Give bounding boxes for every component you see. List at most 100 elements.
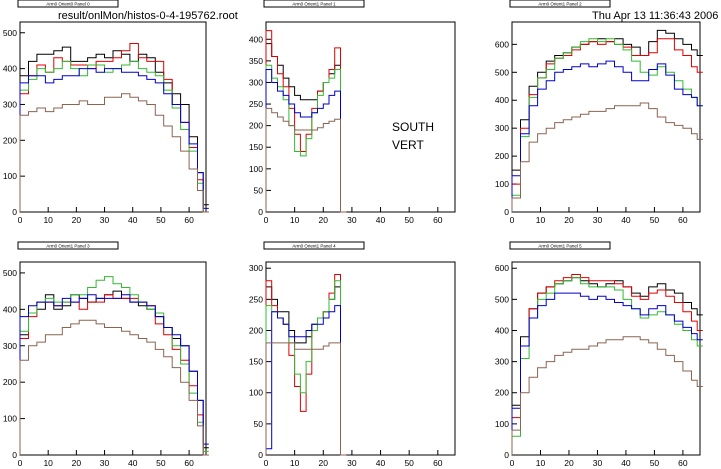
histogram-series-blue bbox=[265, 305, 347, 456]
histogram-series-brown bbox=[265, 342, 347, 456]
panel-title: Arm0 Orient0 Panel 0 bbox=[46, 2, 90, 7]
panel-title-box bbox=[509, 241, 611, 250]
x-tick-label: 20 bbox=[319, 458, 329, 468]
y-tick-label: 500 bbox=[495, 294, 509, 304]
y-tick-label: 0 bbox=[258, 450, 263, 460]
histogram-series-blue bbox=[19, 294, 209, 455]
panel-title-box bbox=[263, 0, 365, 8]
y-tick-label: 0 bbox=[12, 207, 17, 217]
x-tick-label: 40 bbox=[376, 458, 386, 468]
x-tick-label: 10 bbox=[536, 458, 546, 468]
panel-title: Arm0 Orient1 Panel 3 bbox=[46, 244, 90, 249]
histogram-series-red bbox=[511, 274, 703, 455]
y-tick-label: 100 bbox=[249, 164, 263, 174]
x-tick-label: 0 bbox=[264, 458, 269, 468]
histogram-series-blue bbox=[265, 69, 347, 213]
y-tick-label: 250 bbox=[249, 99, 263, 109]
y-tick-label: 200 bbox=[495, 388, 509, 398]
x-tick-label: 0 bbox=[264, 215, 269, 225]
y-tick-label: 500 bbox=[3, 28, 17, 38]
y-tick-label: 100 bbox=[249, 388, 263, 398]
histogram-series-green bbox=[511, 277, 703, 455]
y-tick-label: 400 bbox=[3, 64, 17, 74]
histogram-series-green bbox=[265, 280, 347, 456]
histogram-series-black bbox=[511, 29, 703, 212]
x-tick-label: 30 bbox=[593, 458, 603, 468]
x-tick-label: 60 bbox=[433, 215, 443, 225]
x-tick-label: 20 bbox=[319, 215, 329, 225]
x-tick-label: 50 bbox=[156, 458, 166, 468]
x-tick-label: 30 bbox=[100, 458, 110, 468]
y-tick-label: 600 bbox=[495, 39, 509, 49]
x-tick-label: 20 bbox=[564, 215, 574, 225]
y-tick-label: 0 bbox=[504, 450, 509, 460]
y-tick-label: 150 bbox=[249, 142, 263, 152]
x-tick-label: 10 bbox=[536, 215, 546, 225]
panel-title: Arm0 Orient1 Panel 2 bbox=[538, 2, 582, 7]
y-tick-label: 500 bbox=[3, 268, 17, 278]
x-tick-label: 0 bbox=[18, 458, 23, 468]
y-tick-label: 300 bbox=[495, 357, 509, 367]
y-tick-label: 50 bbox=[254, 185, 264, 195]
y-tick-label: 500 bbox=[495, 67, 509, 77]
x-tick-label: 30 bbox=[347, 458, 357, 468]
y-tick-label: 100 bbox=[3, 171, 17, 181]
x-tick-label: 10 bbox=[43, 215, 53, 225]
x-tick-label: 60 bbox=[184, 215, 194, 225]
histogram-panel-1: Arm0 Orient0 Panel 0 0 100 200 300 400 500 0 10 2… bbox=[3, 0, 209, 225]
x-tick-label: 40 bbox=[128, 458, 138, 468]
histogram-series-blue bbox=[511, 292, 703, 455]
y-tick-label: 200 bbox=[249, 121, 263, 131]
y-tick-label: 400 bbox=[495, 95, 509, 105]
histogram-panel-3: Arm0 Orient1 Panel 2 0 100 200 300 400 500 600 0… bbox=[495, 0, 703, 225]
y-tick-label: 400 bbox=[249, 34, 263, 44]
y-tick-label: 350 bbox=[249, 56, 263, 66]
y-tick-label: 250 bbox=[249, 294, 263, 304]
histogram-series-green bbox=[19, 276, 209, 455]
file-path-label: result/onlMon/histos-0-4-195762.root bbox=[58, 10, 238, 22]
panel-title-box bbox=[509, 0, 611, 8]
histogram-series-brown bbox=[19, 93, 209, 213]
y-tick-label: 200 bbox=[3, 135, 17, 145]
y-tick-label: 0 bbox=[258, 207, 263, 217]
histogram-series-blue bbox=[19, 68, 209, 212]
y-tick-label: 300 bbox=[495, 123, 509, 133]
y-tick-label: 200 bbox=[249, 325, 263, 335]
histogram-series-blue bbox=[511, 60, 703, 212]
x-tick-label: 20 bbox=[72, 458, 82, 468]
panel-title-box bbox=[17, 0, 119, 8]
panel-title-box bbox=[17, 241, 119, 250]
histogram-series-brown bbox=[19, 319, 209, 456]
x-tick-label: 50 bbox=[404, 458, 414, 468]
histogram-series-brown bbox=[511, 102, 703, 212]
histogram-series-green bbox=[265, 64, 347, 213]
x-tick-label: 50 bbox=[156, 215, 166, 225]
x-tick-label: 0 bbox=[18, 215, 23, 225]
y-tick-label: 50 bbox=[254, 419, 264, 429]
x-tick-label: 50 bbox=[404, 215, 414, 225]
y-tick-label: 0 bbox=[504, 207, 509, 217]
histogram-series-black bbox=[265, 43, 347, 213]
timestamp-label: Thu Apr 13 11:36:43 2006 bbox=[592, 10, 719, 22]
y-tick-label: 200 bbox=[495, 151, 509, 161]
histogram-panel-6: Arm0 Orient1 Panel 5 0 100 200 300 400 500 600 0… bbox=[495, 241, 703, 468]
y-tick-label: 400 bbox=[495, 325, 509, 335]
histogram-series-brown bbox=[511, 336, 703, 455]
panel-title-box bbox=[263, 241, 365, 250]
y-tick-label: 600 bbox=[495, 263, 509, 273]
y-tick-label: 0 bbox=[12, 450, 17, 460]
x-tick-label: 60 bbox=[678, 458, 688, 468]
y-tick-label: 100 bbox=[495, 419, 509, 429]
x-tick-label: 40 bbox=[376, 215, 386, 225]
x-tick-label: 40 bbox=[621, 458, 631, 468]
note-south: SOUTH bbox=[392, 120, 434, 134]
histogram-panel-2: Arm0 Orient1 Panel 105010015020025030035… bbox=[249, 0, 456, 225]
note-vert: VERT bbox=[392, 138, 424, 152]
plot-frame bbox=[511, 261, 701, 456]
y-tick-label: 100 bbox=[495, 179, 509, 189]
y-tick-label: 100 bbox=[3, 414, 17, 424]
x-tick-label: 10 bbox=[290, 458, 300, 468]
y-tick-label: 300 bbox=[3, 99, 17, 109]
x-tick-label: 10 bbox=[43, 458, 53, 468]
